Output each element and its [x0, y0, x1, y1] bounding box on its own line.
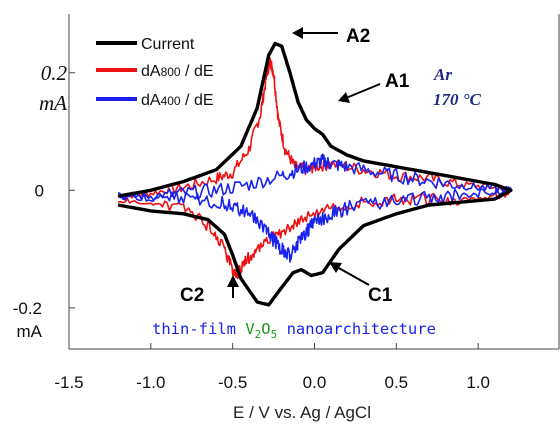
- series-dA800-dE: [117, 57, 512, 280]
- y-tick-unit: mA: [17, 322, 43, 341]
- arrow-a1: [345, 83, 381, 99]
- label-material: thin-film V2O5 nanoarchitecture: [152, 320, 436, 341]
- y-tick-label: 0.2: [41, 61, 68, 85]
- legend-label-d400: dA400 / dE: [141, 92, 214, 109]
- y-tick-unit: mA: [39, 91, 67, 115]
- arrow-a1-head: [338, 92, 350, 103]
- series-current: [117, 41, 513, 307]
- series-layer: [117, 41, 513, 307]
- series-dA400-dE: [117, 153, 512, 263]
- x-tick-label: 0.0: [303, 373, 327, 392]
- label-gas: Ar: [433, 65, 452, 84]
- label-a1: A1: [385, 71, 410, 92]
- arrow-c1: [336, 266, 370, 286]
- arrow-c1-head: [329, 262, 342, 273]
- x-tick-label: -0.5: [218, 373, 247, 392]
- x-tick-label: -1.0: [136, 373, 165, 392]
- label-c2: C2: [180, 285, 204, 306]
- legend: Current dA800 / dE dA400 / dE: [96, 36, 214, 109]
- x-tick-label: 0.5: [385, 373, 409, 392]
- legend-label-current: Current: [141, 36, 195, 53]
- legend-label-d800: dA800 / dE: [141, 63, 214, 80]
- y-axis-ticks: 0.2 mA 0 -0.2 mA: [13, 61, 75, 341]
- y-tick-label: -0.2: [13, 299, 42, 318]
- x-tick-label: -1.5: [54, 373, 83, 392]
- peak-annotations: A2 A1 C2 C1 Ar 170 °C thin-film V2O5 nan…: [152, 26, 482, 341]
- x-axis-title: E / V vs. Ag / AgCl: [233, 403, 371, 422]
- arrow-a2-head: [292, 27, 303, 39]
- label-temperature: 170 °C: [433, 90, 482, 109]
- y-tick-label: 0: [35, 181, 44, 200]
- label-a2: A2: [346, 26, 370, 47]
- label-c1: C1: [368, 285, 393, 306]
- arrow-c2-head: [227, 275, 239, 287]
- x-axis-ticks: -1.5 -1.0 -0.5 0.0 0.5 1.0: [54, 343, 490, 392]
- x-tick-label: 1.0: [466, 373, 490, 392]
